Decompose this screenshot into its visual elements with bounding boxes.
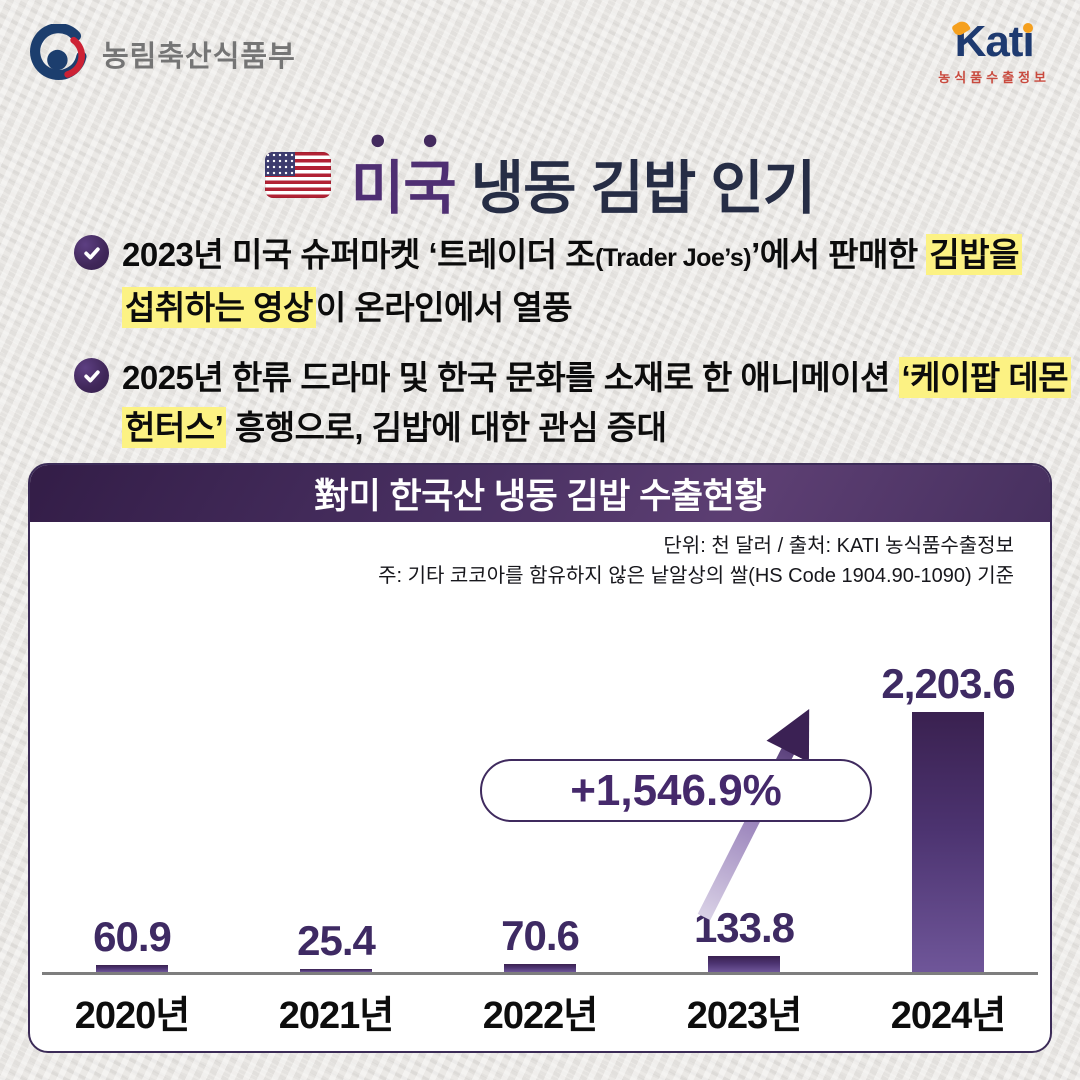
bar-value-label: 2,203.6	[881, 660, 1015, 707]
bullet-2-highlight-2: 헌터스’	[122, 407, 227, 448]
bullet-2-line-1: 2025년 한류 드라마 및 한국 문화를 소재로 한 애니메이션 ‘케이팝 데…	[122, 353, 1072, 403]
bullet-1-highlight-2: 섭취하는 영상	[122, 287, 316, 328]
page-title-highlight: 미국	[350, 156, 457, 221]
bullet-1-text: 2023년 미국 슈퍼마켓 ‘트레이더 조	[122, 236, 596, 273]
bar-value-label: 25.4	[297, 917, 376, 964]
us-flag-icon	[264, 151, 331, 198]
kati-logo: Kati 농식품수출정보	[938, 18, 1050, 86]
bullet-1-highlight: 김밥을	[926, 234, 1023, 275]
bullet-1-text-end: 이 온라인에서 열풍	[315, 289, 573, 326]
gov-logo: 농림축산식품부	[28, 24, 296, 84]
kati-wordmark: Kati	[950, 18, 1035, 64]
chart-unit-source-note: 단위: 천 달러 / 출처: KATI 농식품수출정보	[663, 535, 1014, 557]
gov-logo-label: 농림축산식품부	[102, 41, 296, 73]
export-chart-card: 對미 한국산 냉동 김밥 수출현황 단위: 천 달러 / 출처: KATI 농식…	[28, 463, 1052, 1053]
gov-emblem-icon	[30, 24, 87, 81]
x-axis-line	[42, 972, 1038, 975]
bar-column-2021년: 25.4	[234, 632, 438, 972]
x-axis-labels: 2020년 2021년 2022년 2023년 2024년	[30, 984, 1050, 1039]
kati-subtext: 농식품수출정보	[938, 70, 1050, 85]
bullet-2-text-end: 흥행으로, 김밥에 대한 관심 증대	[226, 409, 667, 446]
bar-rect	[96, 965, 168, 972]
bullet-1-line-2: 섭취하는 영상이 온라인에서 열풍	[122, 283, 1014, 333]
bar-column-2020년: 60.9	[30, 632, 234, 972]
bar-chart: 60.9 25.4 70.6 133.8 2,203.6	[30, 632, 1050, 972]
bar-rect	[504, 964, 576, 972]
bar-column-2022년: 70.6	[438, 632, 642, 972]
bullet-1-small-text: (Trader Joe’s)	[595, 244, 752, 272]
x-axis-label: 2022년	[482, 995, 599, 1037]
bar-rect	[708, 956, 780, 972]
bullet-list: 2023년 미국 슈퍼마켓 ‘트레이더 조(Trader Joe’s)’에서 판…	[74, 230, 1072, 473]
bullet-1-text-mid: ’에서 판매한	[751, 236, 927, 273]
bullet-item-2: 2025년 한류 드라마 및 한국 문화를 소재로 한 애니메이션 ‘케이팝 데…	[74, 353, 1072, 453]
x-axis-label: 2020년	[74, 995, 191, 1037]
chart-notes: 단위: 천 달러 / 출처: KATI 농식품수출정보 주: 기타 코코아를 함…	[378, 531, 1014, 591]
chart-header: 對미 한국산 냉동 김밥 수출현황	[30, 465, 1050, 522]
bar-column-2024년: 2,203.6	[846, 632, 1050, 972]
chart-basis-note: 주: 기타 코코아를 함유하지 않은 낱알상의 쌀(HS Code 1904.9…	[378, 565, 1014, 587]
us-flag-canton	[264, 151, 295, 176]
x-axis-label: 2023년	[686, 995, 803, 1037]
bullet-2-highlight: ‘케이팝 데몬	[898, 357, 1072, 398]
page-title: 미국 냉동 김밥 인기	[350, 124, 816, 225]
bullet-2-text: 2025년 한류 드라마 및 한국 문화를 소재로 한 애니메이션	[122, 359, 899, 396]
bullet-item-1: 2023년 미국 슈퍼마켓 ‘트레이더 조(Trader Joe’s)’에서 판…	[74, 230, 1023, 333]
growth-badge-text: +1,546.9%	[570, 765, 782, 815]
check-circle-icon	[74, 358, 109, 393]
page-title-row: 미국 냉동 김밥 인기	[0, 124, 1080, 225]
chart-title: 對미 한국산 냉동 김밥 수출현황	[314, 477, 766, 516]
bar-rect	[300, 969, 372, 972]
x-axis-label: 2024년	[890, 995, 1007, 1037]
page-title-rest: 냉동 김밥 인기	[455, 156, 816, 221]
kati-orange-dot-icon	[1022, 23, 1033, 33]
check-circle-icon	[74, 235, 109, 270]
bar-value-label: 60.9	[93, 913, 172, 960]
bullet-1-line-1: 2023년 미국 슈퍼마켓 ‘트레이더 조(Trader Joe’s)’에서 판…	[122, 230, 1023, 283]
bar-value-label: 133.8	[693, 904, 795, 951]
x-axis-label: 2021년	[278, 995, 395, 1037]
bullet-2-line-2: 헌터스’ 흥행으로, 김밥에 대한 관심 증대	[122, 403, 1014, 453]
bar-rect	[912, 712, 984, 972]
growth-badge: +1,546.9%	[480, 759, 872, 822]
bar-value-label: 70.6	[501, 912, 580, 959]
